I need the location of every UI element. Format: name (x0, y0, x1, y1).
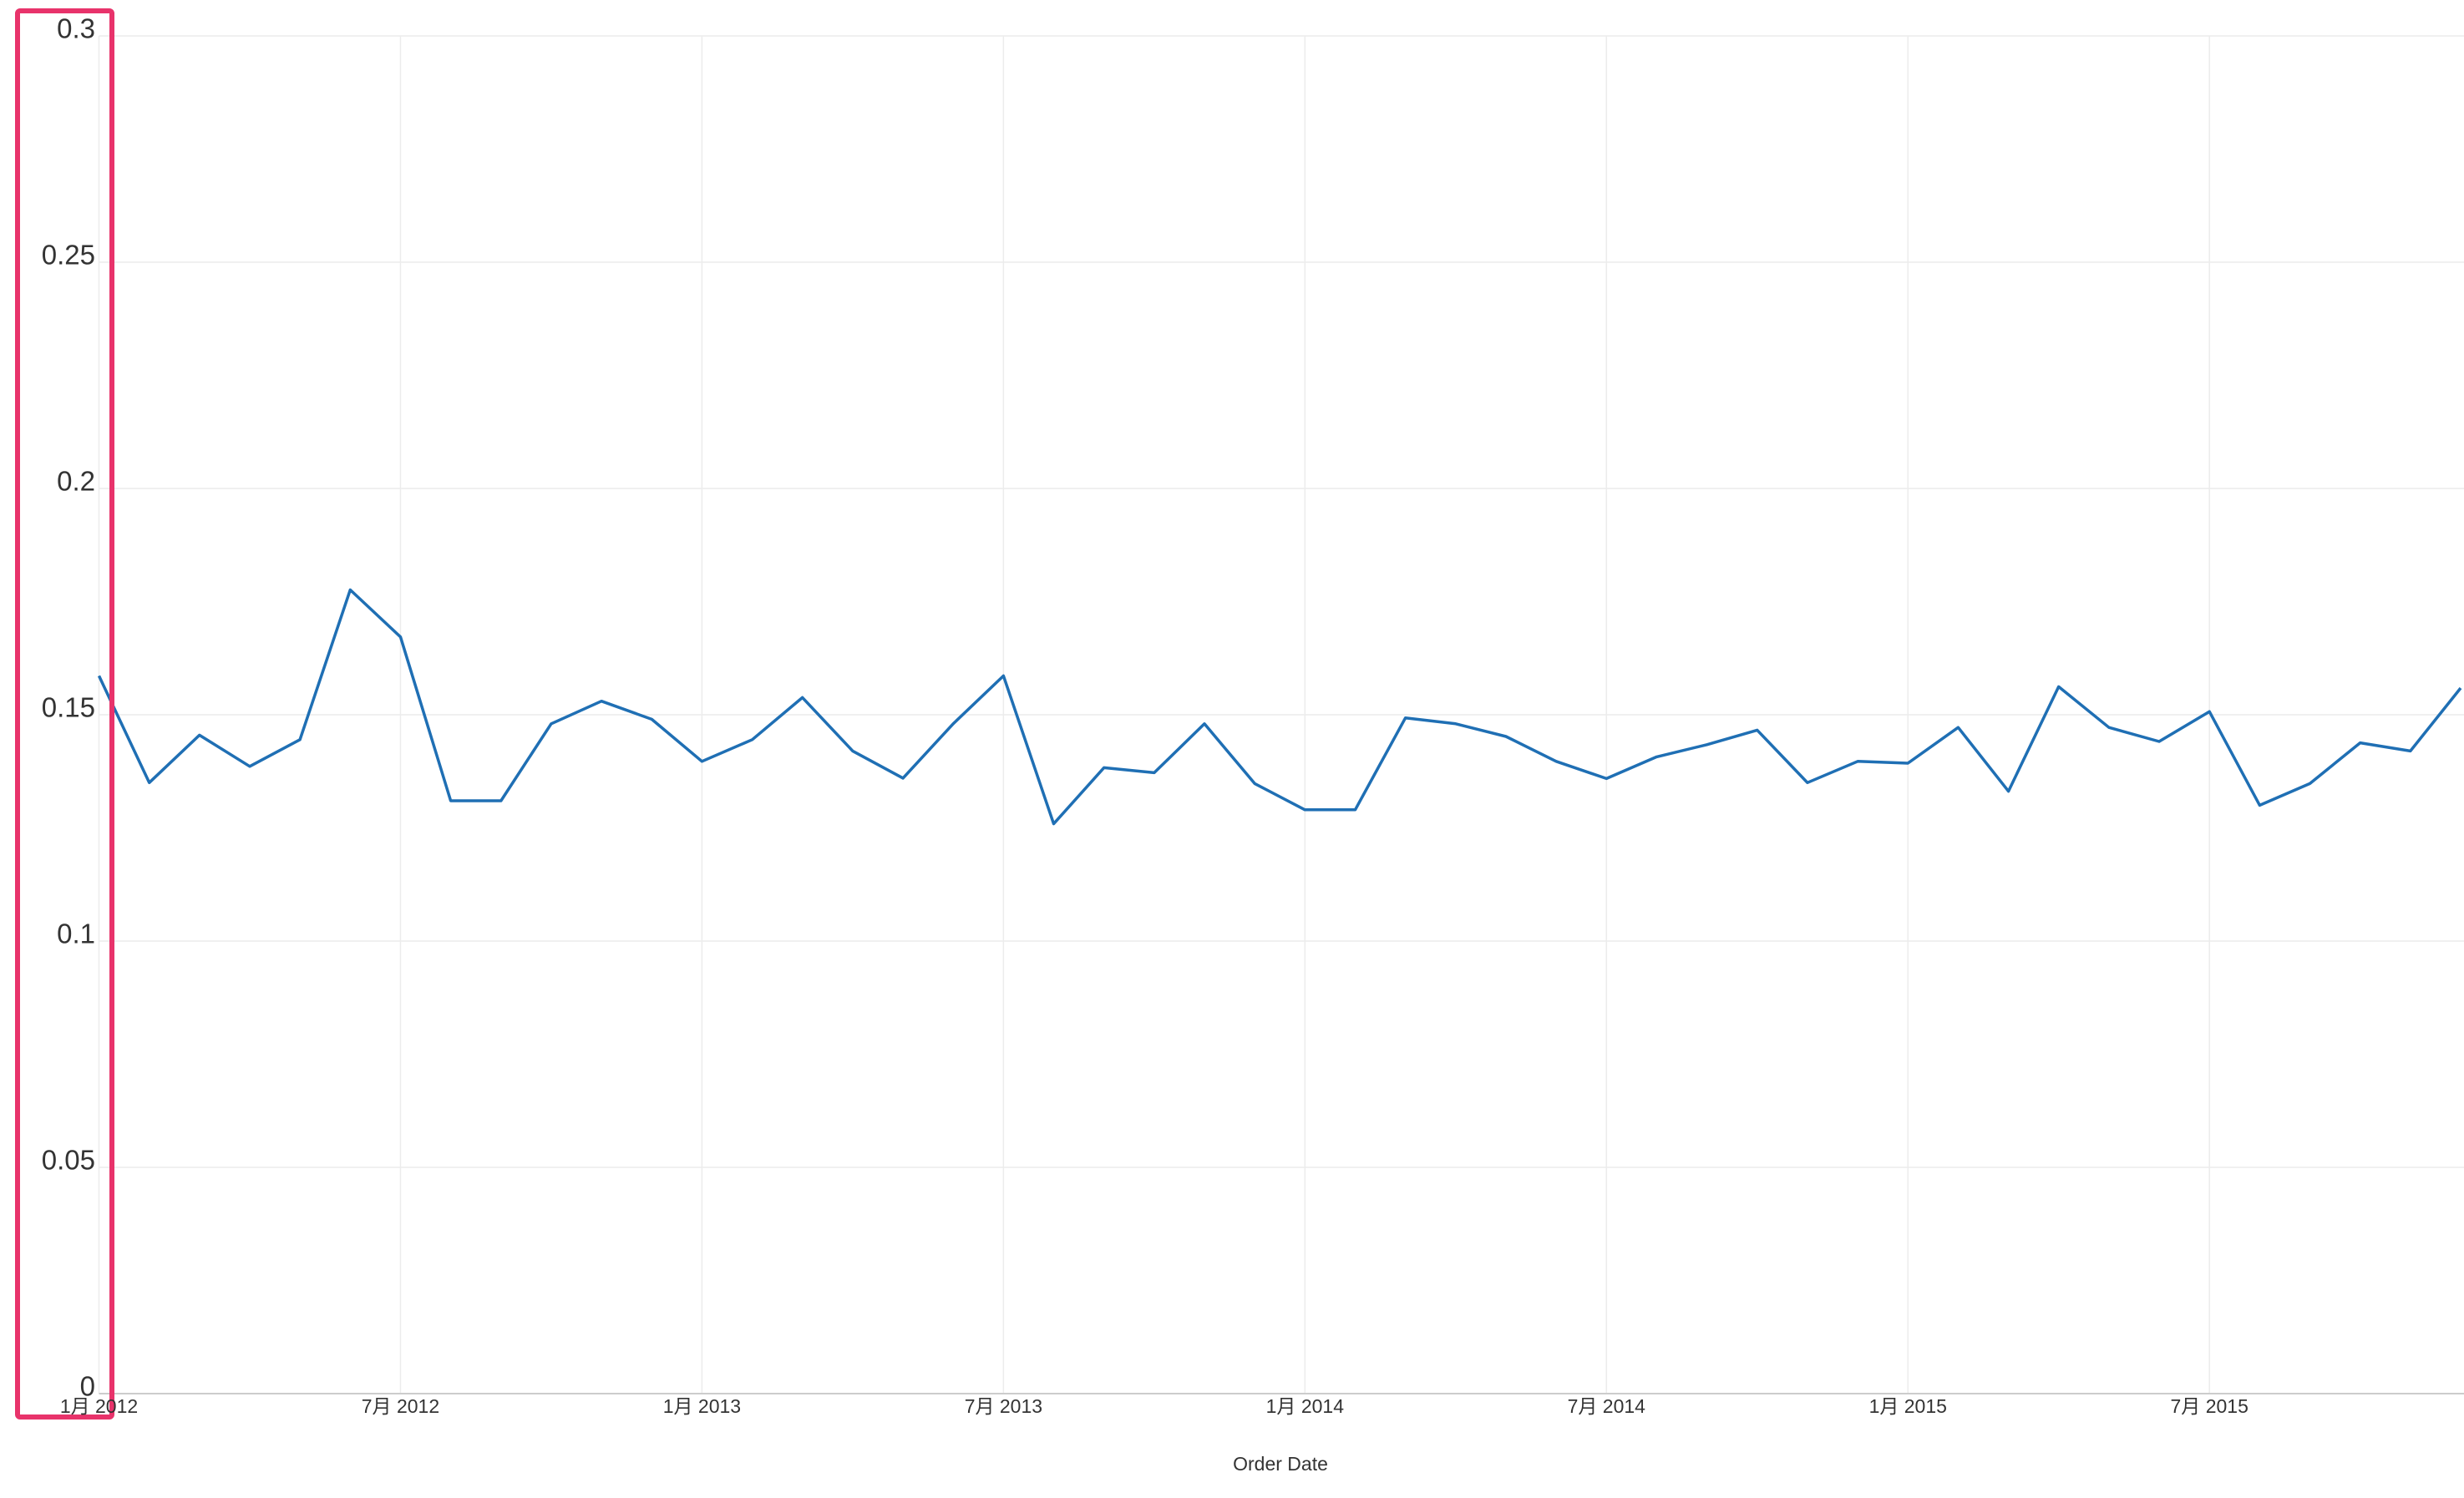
x-tick-label: 7月 2013 (965, 1395, 1042, 1417)
x-tick-label: 1月 2014 (1266, 1395, 1345, 1417)
highlight-box (15, 8, 114, 1420)
x-tick-label: 1月 2013 (663, 1395, 741, 1417)
y-tick-label: 0.2 (57, 466, 95, 497)
x-axis-title: Order Date (1233, 1453, 1328, 1475)
x-tick-label: 1月 2012 (60, 1395, 138, 1417)
x-tick-label: 7月 2015 (2171, 1395, 2249, 1417)
x-tick-label: 7月 2012 (362, 1395, 439, 1417)
x-tick-label: 7月 2014 (1568, 1395, 1646, 1417)
grid (98, 35, 2464, 1394)
y-tick-label: 0.25 (42, 240, 95, 271)
y-tick-label: 0.05 (42, 1145, 95, 1176)
plot (97, 588, 2462, 826)
y-tick-label: 0.1 (57, 919, 95, 949)
line (97, 588, 2462, 826)
x-tick-label: 1月 2015 (1869, 1395, 1947, 1417)
y-tick-label: 0.3 (57, 13, 95, 44)
y-tick-label: 0.15 (42, 692, 95, 723)
y-tick-label: 0 (80, 1371, 95, 1402)
